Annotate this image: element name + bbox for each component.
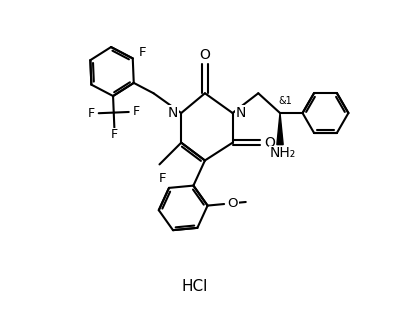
Text: O: O [264,136,275,150]
Polygon shape [277,113,283,145]
Text: F: F [159,172,166,185]
Text: HCl: HCl [182,280,208,295]
Text: O: O [228,197,238,210]
Text: F: F [139,46,146,59]
Text: N: N [235,106,246,120]
Text: F: F [88,107,95,120]
Text: &1: &1 [278,96,292,106]
Text: F: F [111,128,118,141]
Text: NH₂: NH₂ [270,146,296,160]
Text: O: O [199,48,211,62]
Text: N: N [168,106,178,120]
Text: F: F [132,105,139,118]
